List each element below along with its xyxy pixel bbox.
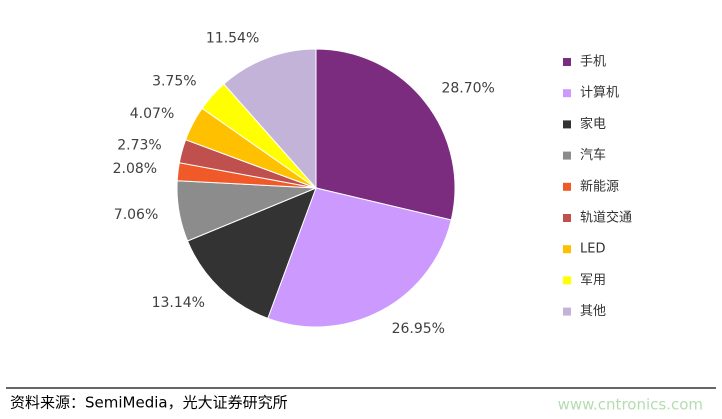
legend-swatch xyxy=(563,151,571,160)
pie-slice xyxy=(186,187,317,320)
legend-swatch xyxy=(563,245,571,254)
data-label: 13.14% xyxy=(152,295,205,311)
source: 资料来源：SemiMedia，光大证券研究所 xyxy=(10,394,288,412)
legend-label: 汽车 xyxy=(580,147,606,163)
legend-label: 其他 xyxy=(580,304,606,319)
data-label: 2.73% xyxy=(117,137,161,153)
pie-slice xyxy=(223,48,317,190)
data-label: 11.54% xyxy=(206,30,259,46)
watermark: www.cntronics.com xyxy=(558,396,703,414)
legend-label: 轨道交通 xyxy=(580,210,632,226)
pie-slice xyxy=(315,48,456,221)
legend-label: 军用 xyxy=(580,273,606,288)
legend-label: 家电 xyxy=(580,116,606,132)
data-label: 3.75% xyxy=(152,74,196,90)
legend-swatch xyxy=(563,89,571,98)
data-label: 26.95% xyxy=(392,321,445,337)
legend-label: LED xyxy=(580,242,605,257)
data-label: 7.06% xyxy=(114,207,158,223)
legend-label: 手机 xyxy=(580,55,606,70)
legend-label: 计算机 xyxy=(580,86,619,101)
legend-swatch xyxy=(563,307,571,316)
pie-slice xyxy=(267,187,452,328)
legend-swatch xyxy=(563,182,571,191)
data-label: 2.08% xyxy=(113,161,157,177)
legend-swatch xyxy=(563,58,571,66)
legend-swatch xyxy=(563,276,571,285)
legend-label: 新能源 xyxy=(580,178,619,194)
legend-swatch xyxy=(563,214,571,222)
data-label: 4.07% xyxy=(130,106,174,122)
legend-swatch xyxy=(563,120,571,129)
data-label: 28.70% xyxy=(441,81,494,97)
